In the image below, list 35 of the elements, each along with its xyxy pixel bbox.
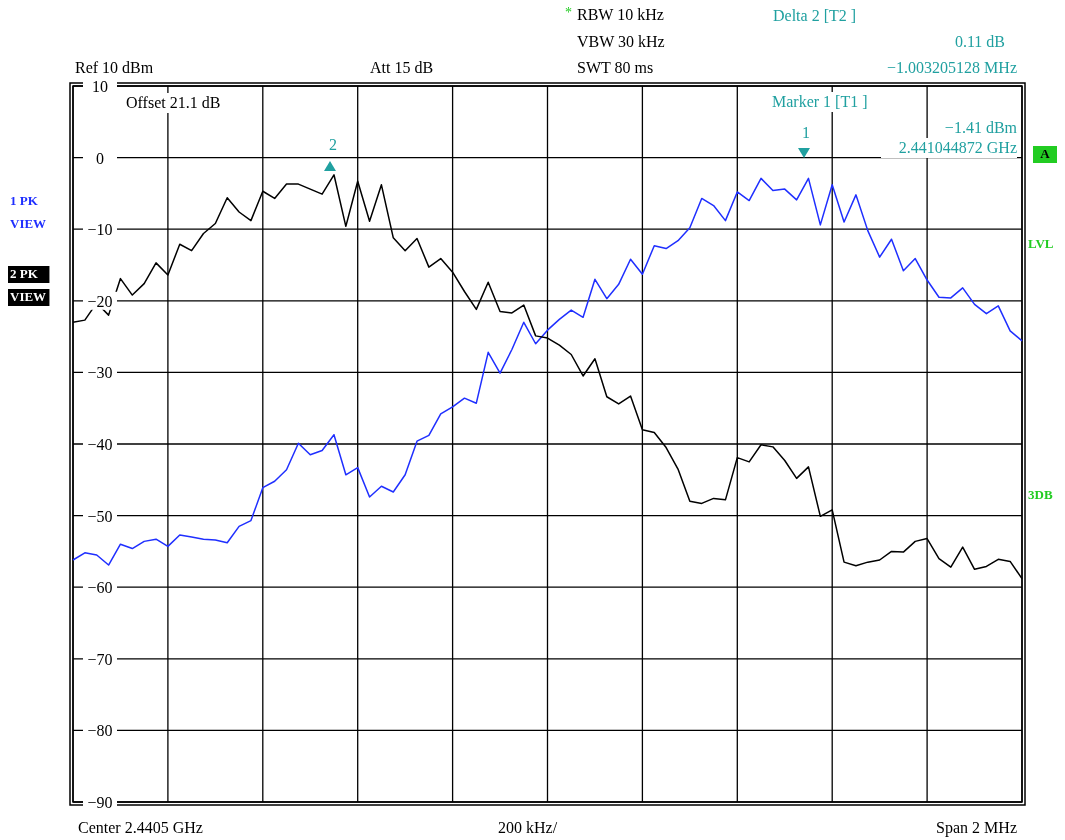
- text: −1.003205128 MHz: [887, 59, 1017, 76]
- annotation: −1.41 dBm: [944, 119, 1018, 136]
- text: Span 2 MHz: [936, 819, 1017, 837]
- text: Ref 10 dBm: [75, 59, 154, 76]
- y-tick-label: −50: [87, 507, 113, 525]
- annotation: 2.441044872 GHz: [898, 139, 1017, 156]
- y-tick-label: −70: [87, 650, 113, 668]
- text: VBW 30 kHz: [577, 33, 665, 50]
- y-tick-label: −40: [87, 436, 113, 453]
- text: Delta 2 [T2 ]: [773, 7, 857, 24]
- y-tick-label: −90: [87, 794, 113, 811]
- text: LVL: [1028, 236, 1054, 251]
- text: SWT 80 ms: [577, 59, 654, 76]
- y-tick-label: −10: [87, 221, 113, 239]
- text: 1 PK: [10, 193, 39, 208]
- y-tick-label: −80: [87, 722, 113, 740]
- text: A: [1040, 146, 1051, 161]
- y-tick-label: −30: [87, 364, 113, 382]
- text: 2 PK: [10, 266, 39, 281]
- text: 3DB: [1028, 487, 1053, 502]
- text: Att 15 dB: [370, 59, 434, 76]
- text: 0.11 dB: [954, 33, 1005, 50]
- text: Center 2.4405 GHz: [78, 819, 203, 836]
- text: VIEW: [10, 216, 47, 231]
- text: 200 kHz/: [498, 819, 558, 836]
- text: VIEW: [10, 289, 47, 304]
- annotation: 2: [329, 136, 337, 153]
- annotation: Offset 21.1 dB: [126, 94, 221, 111]
- text: *: [565, 5, 572, 20]
- y-tick-label: −60: [87, 579, 113, 597]
- annotation: Marker 1 [T1 ]: [772, 93, 868, 110]
- y-tick-label: 10: [92, 78, 108, 95]
- annotation: 1: [802, 124, 810, 141]
- y-tick-label: 0: [96, 149, 104, 167]
- text: RBW 10 kHz: [577, 6, 664, 23]
